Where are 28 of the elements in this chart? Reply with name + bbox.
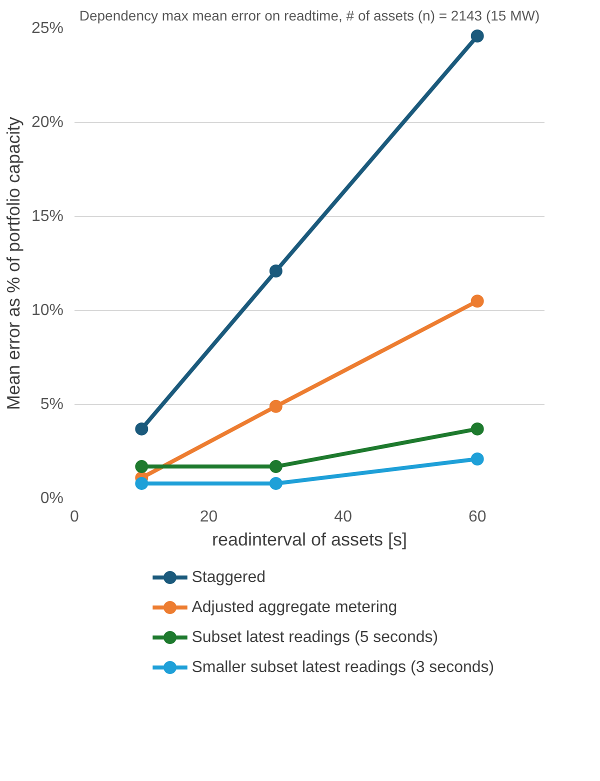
point (269, 460, 282, 474)
legend-label: Smaller subset latest readings (3 seconds) (192, 659, 494, 676)
point (269, 264, 282, 278)
x-axis-title: readinterval of assets [s] (212, 530, 408, 550)
legend-label: Adjusted aggregate metering (192, 599, 398, 616)
point (135, 422, 148, 436)
x-tick-label: 0 (70, 508, 80, 526)
y-tick-label: 15% (31, 208, 64, 225)
point (470, 294, 484, 308)
y-tick-label: 0% (40, 490, 64, 507)
point (470, 30, 484, 43)
y-tick-label: 20% (31, 114, 64, 131)
legend-label: Staggered (192, 569, 266, 586)
x-tick-label: 40 (334, 508, 352, 526)
chart-title: Dependency max mean error on readtime, # of assets (n) = 2143 (15 MW) (79, 8, 540, 24)
y-axis-title: Mean error as % of portfolio capacity (3, 116, 24, 410)
point (470, 422, 484, 436)
point (135, 460, 148, 474)
x-tick-label: 20 (200, 508, 218, 526)
point (269, 476, 282, 490)
y-tick-label: 25% (31, 20, 64, 37)
point (470, 452, 484, 466)
point (269, 400, 282, 413)
legend-label: Subset latest readings (5 seconds) (192, 629, 438, 646)
x-tick-label: 60 (468, 508, 486, 526)
y-tick-label: 5% (40, 396, 64, 413)
y-tick-label: 10% (31, 302, 64, 319)
point (135, 476, 148, 490)
